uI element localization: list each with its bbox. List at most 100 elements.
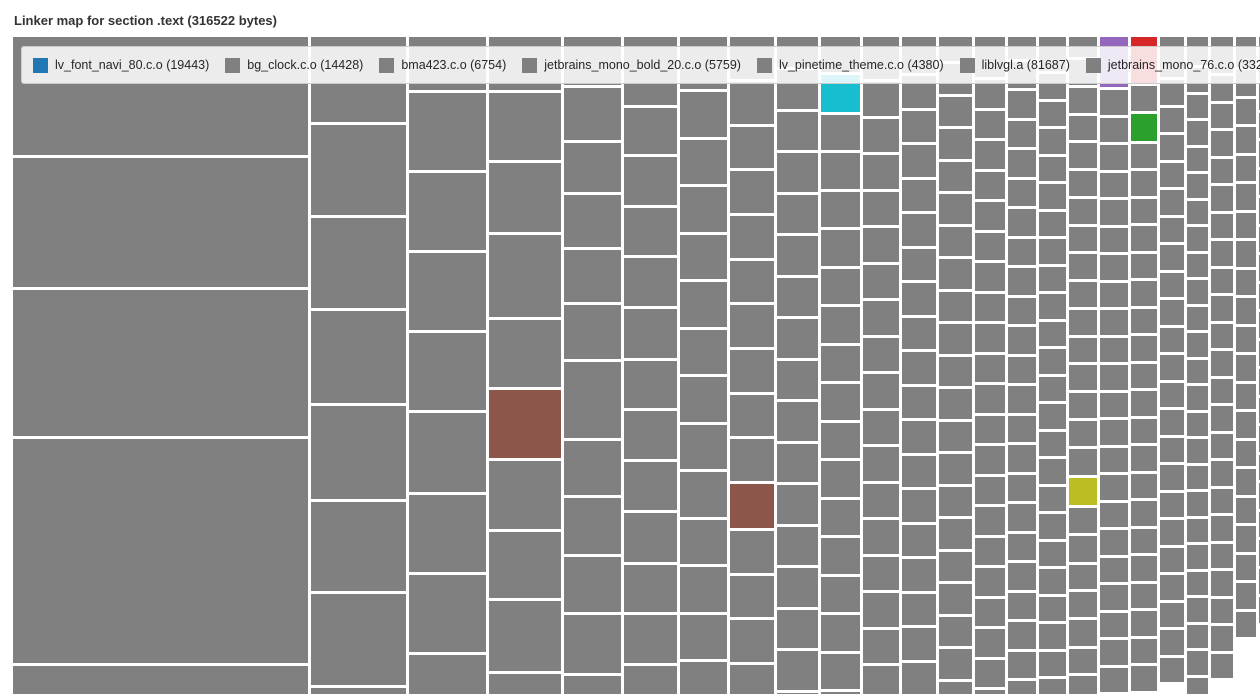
treemap-block	[730, 665, 774, 694]
treemap-block	[13, 439, 308, 663]
treemap-block	[1187, 625, 1208, 648]
treemap-block	[730, 305, 774, 347]
treemap-block	[1160, 630, 1184, 655]
treemap-block	[1187, 307, 1208, 330]
treemap-block	[777, 153, 818, 192]
treemap-block	[821, 269, 860, 304]
treemap-block	[821, 577, 860, 612]
legend-item-label: bma423.c.o (6754)	[401, 58, 507, 72]
treemap-block	[939, 389, 972, 419]
treemap-block	[311, 125, 406, 215]
treemap-block	[902, 387, 936, 418]
treemap-block	[564, 195, 621, 247]
treemap-block	[1187, 545, 1208, 569]
treemap-block	[1160, 493, 1184, 517]
treemap-block	[939, 584, 972, 614]
treemap-block	[730, 439, 774, 481]
treemap-block	[1069, 310, 1097, 335]
treemap-block	[1211, 104, 1233, 128]
treemap-block	[409, 173, 486, 250]
treemap-block	[1131, 281, 1157, 306]
treemap-block	[1187, 439, 1208, 463]
treemap-block	[1039, 267, 1066, 291]
treemap-block	[1131, 86, 1157, 111]
legend-item: bma423.c.o (6754)	[379, 57, 507, 73]
treemap-block	[939, 682, 972, 694]
treemap-block	[1131, 391, 1157, 416]
legend-item-label: jetbrains_mono_bold_20.c.o (5759)	[544, 58, 741, 72]
treemap-block	[1236, 127, 1256, 153]
treemap-block	[564, 250, 621, 302]
treemap-block	[939, 227, 972, 256]
treemap-block	[1187, 492, 1208, 516]
treemap-block	[1069, 227, 1097, 251]
treemap-block	[902, 214, 936, 246]
treemap-block	[902, 663, 936, 694]
treemap-block	[1187, 651, 1208, 675]
treemap-block	[680, 567, 727, 612]
treemap-block	[821, 230, 860, 266]
treemap-block	[1211, 654, 1233, 678]
treemap-block	[1039, 679, 1066, 694]
treemap-block	[1100, 668, 1128, 692]
treemap-block	[564, 305, 621, 359]
treemap-block	[777, 610, 818, 648]
treemap-block	[1211, 324, 1233, 348]
treemap-block	[1160, 438, 1184, 462]
treemap-block	[1008, 504, 1036, 531]
treemap-block	[680, 425, 727, 469]
treemap-block	[863, 484, 899, 517]
treemap-block	[1039, 404, 1066, 429]
treemap-block	[1187, 174, 1208, 198]
treemap-block	[680, 187, 727, 232]
treemap-block	[1100, 475, 1128, 500]
treemap-block	[939, 259, 972, 289]
treemap-block	[821, 654, 860, 689]
treemap-block	[1131, 254, 1157, 278]
treemap-block	[1236, 612, 1256, 637]
treemap-block	[1236, 555, 1256, 580]
treemap-block	[777, 527, 818, 565]
treemap-block	[311, 406, 406, 499]
treemap-block	[1008, 386, 1036, 413]
treemap-block	[1236, 412, 1256, 438]
treemap-block	[1100, 585, 1128, 610]
treemap-block	[1211, 571, 1233, 596]
treemap-block	[1008, 622, 1036, 649]
treemap-block	[1100, 145, 1128, 170]
treemap-block	[1131, 556, 1157, 581]
treemap-block	[1100, 393, 1128, 417]
treemap-block	[409, 655, 486, 694]
legend-item-label: jetbrains_mono_76.c.o (3321)	[1107, 58, 1260, 72]
treemap-block	[1160, 245, 1184, 270]
treemap-block	[1069, 592, 1097, 617]
treemap-block	[1069, 620, 1097, 646]
treemap-block	[1211, 214, 1233, 238]
treemap-block	[1160, 80, 1184, 105]
treemap-block	[1100, 503, 1128, 527]
treemap-block	[939, 487, 972, 516]
treemap-block	[1131, 336, 1157, 361]
treemap-block	[939, 422, 972, 451]
treemap-block	[1039, 349, 1066, 374]
treemap-block	[821, 615, 860, 651]
treemap-block	[1236, 298, 1256, 324]
treemap-block	[1039, 294, 1066, 319]
treemap-block	[1069, 199, 1097, 224]
treemap-block	[777, 319, 818, 358]
treemap-block	[975, 629, 1005, 657]
treemap-block	[680, 235, 727, 279]
treemap-block	[680, 615, 727, 659]
treemap-block	[777, 568, 818, 607]
treemap-block	[1069, 143, 1097, 168]
treemap-block	[1008, 416, 1036, 442]
treemap-block	[1100, 530, 1128, 555]
treemap-block	[1131, 474, 1157, 498]
treemap-block	[777, 361, 818, 399]
treemap-block	[1211, 269, 1233, 293]
treemap-block	[1187, 333, 1208, 357]
treemap-block	[821, 346, 860, 381]
treemap-block	[1008, 534, 1036, 560]
treemap-block	[1160, 218, 1184, 242]
